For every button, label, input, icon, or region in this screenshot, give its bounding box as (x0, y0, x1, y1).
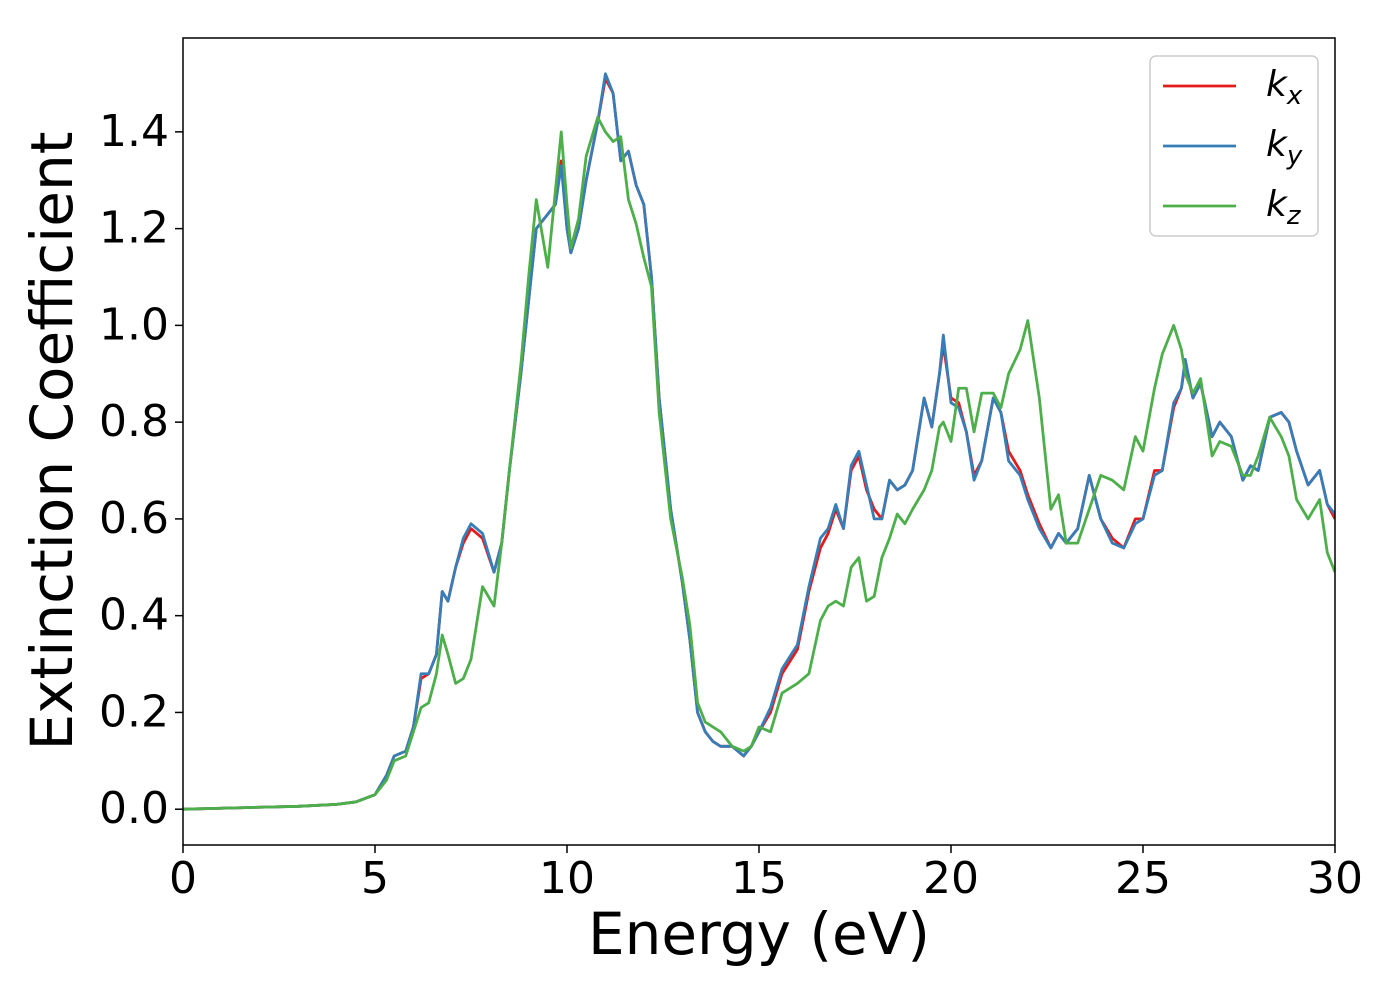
x-tick-label: 20 (923, 853, 979, 904)
x-tick-label: 15 (731, 853, 787, 904)
x-tick-label: 25 (1115, 853, 1171, 904)
y-tick-label: 0.4 (99, 590, 169, 641)
plot-frame (182, 37, 1336, 846)
legend-label: kz (1266, 184, 1302, 231)
y-tick-label: 1.2 (99, 203, 169, 254)
y-tick-label: 1.4 (99, 106, 169, 157)
line-series (183, 115, 1335, 811)
y-tick-label: 1.0 (99, 299, 169, 350)
y-tick-label: 0.6 (99, 493, 169, 544)
legend-label: kx (1266, 64, 1303, 111)
y-tick-label: 0.0 (99, 783, 169, 834)
x-tick-label: 5 (361, 853, 389, 904)
legend-label: ky (1266, 124, 1303, 171)
x-tick-label: 0 (169, 853, 197, 904)
y-axis-label: Extinction Coefficient (18, 132, 86, 751)
x-tick-label: 10 (539, 853, 595, 904)
y-tick-label: 0.8 (99, 396, 169, 447)
y-tick-label: 0.2 (99, 686, 169, 737)
x-tick-label: 30 (1307, 853, 1363, 904)
line-series (183, 72, 1335, 811)
x-axis-label: Energy (eV) (588, 900, 930, 968)
